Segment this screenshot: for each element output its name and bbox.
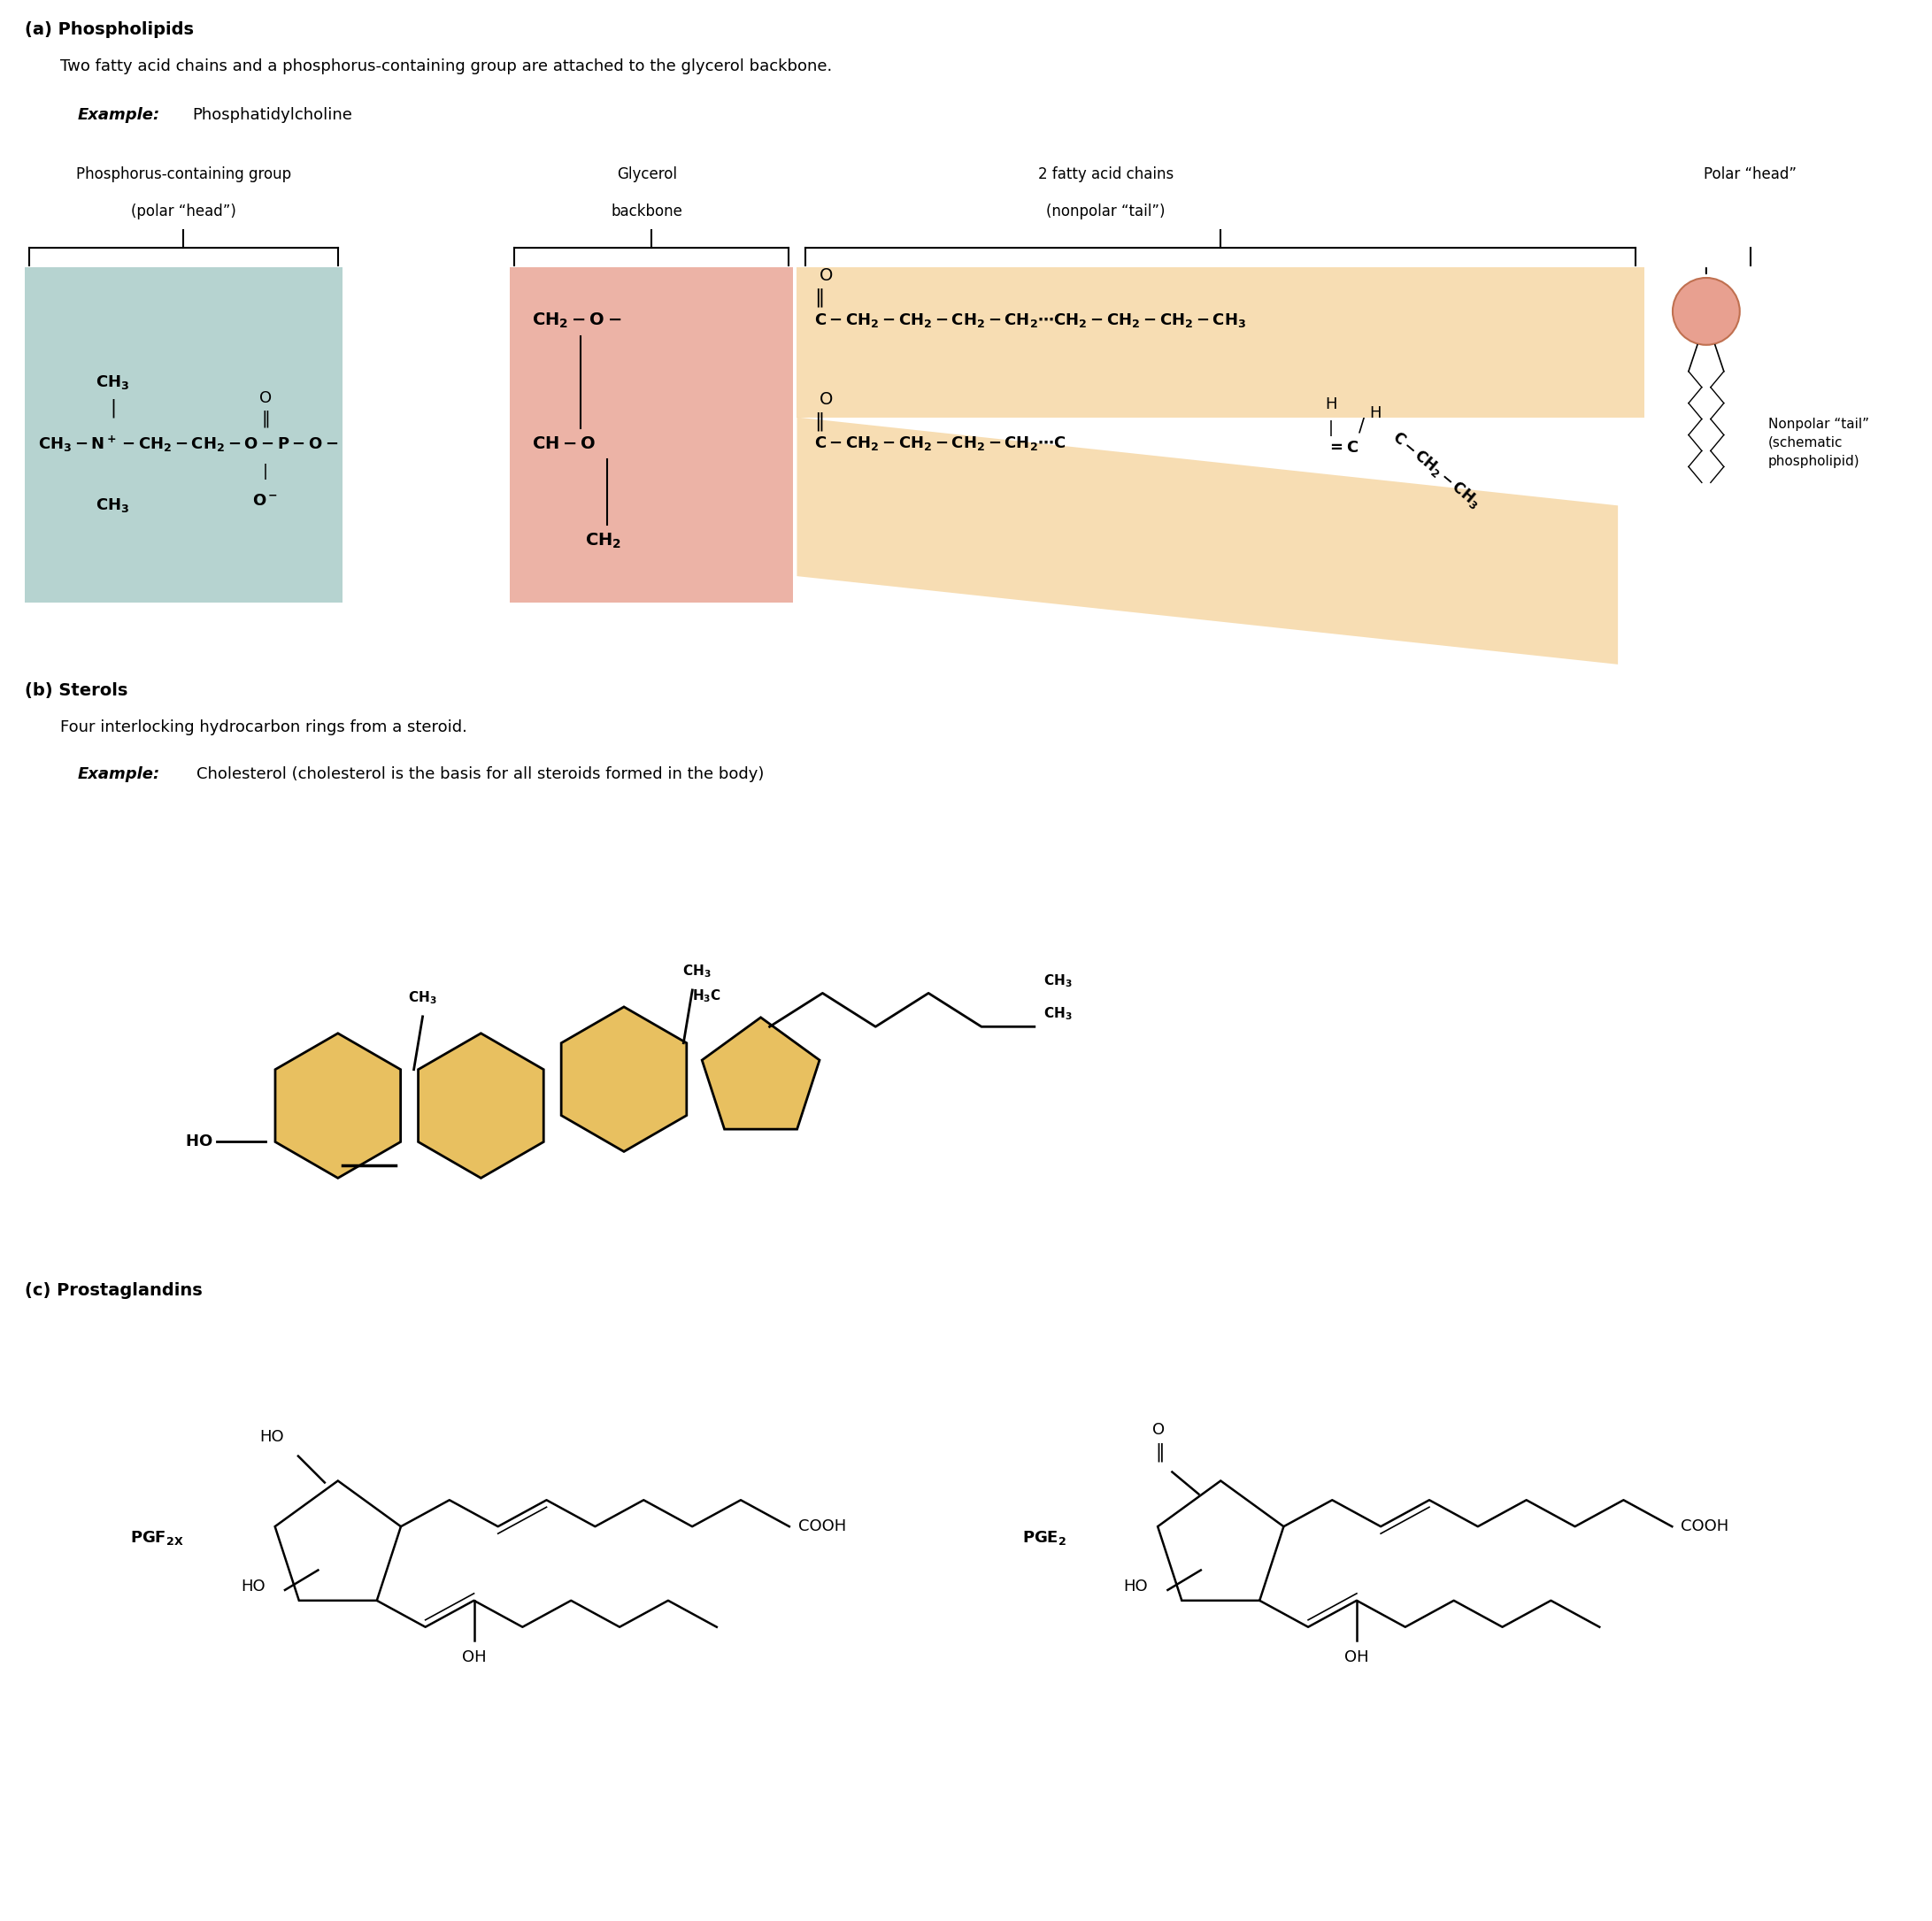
Text: $\mathbf{CH_3}$: $\mathbf{CH_3}$ — [1043, 974, 1072, 989]
Text: $\mathbf{CH_3-N^+-CH_2-CH_2-O-P-O-}$: $\mathbf{CH_3-N^+-CH_2-CH_2-O-P-O-}$ — [39, 434, 338, 453]
Text: O: O — [819, 267, 833, 284]
Text: |: | — [1329, 421, 1333, 436]
Text: $\mathbf{CH_3}$: $\mathbf{CH_3}$ — [408, 989, 437, 1007]
Polygon shape — [701, 1018, 819, 1130]
Text: (b) Sterols: (b) Sterols — [25, 682, 128, 699]
Bar — [796, 267, 1644, 417]
Text: Example:: Example: — [77, 108, 160, 123]
Text: $\|$: $\|$ — [1155, 1441, 1163, 1464]
Polygon shape — [417, 1033, 543, 1178]
Text: $\mathbf{PGE_2}$: $\mathbf{PGE_2}$ — [1022, 1529, 1066, 1546]
Text: Phosphorus-containing group: Phosphorus-containing group — [75, 167, 292, 182]
Text: /: / — [1358, 417, 1366, 434]
Text: $\mathbf{C-CH_2-CH_3}$: $\mathbf{C-CH_2-CH_3}$ — [1389, 428, 1484, 513]
Circle shape — [1673, 279, 1739, 346]
Bar — [510, 267, 792, 603]
Text: $\mathbf{PGF_{2X}}$: $\mathbf{PGF_{2X}}$ — [129, 1529, 184, 1546]
Text: $\mathbf{CH_2}$: $\mathbf{CH_2}$ — [585, 532, 622, 549]
Text: $\mathbf{C-CH_2-CH_2-CH_2-CH_2{\cdots}C}$: $\mathbf{C-CH_2-CH_2-CH_2-CH_2{\cdots}C}… — [815, 434, 1066, 453]
Polygon shape — [274, 1033, 400, 1178]
Text: Phosphatidylcholine: Phosphatidylcholine — [193, 108, 352, 123]
Text: $\|$: $\|$ — [815, 286, 823, 309]
Text: O: O — [819, 392, 833, 407]
Text: (nonpolar “tail”): (nonpolar “tail”) — [1047, 204, 1165, 219]
Text: 2 fatty acid chains: 2 fatty acid chains — [1037, 167, 1175, 182]
Text: Four interlocking hydrocarbon rings from a steroid.: Four interlocking hydrocarbon rings from… — [60, 718, 468, 736]
Text: $\mathbf{H_3C}$: $\mathbf{H_3C}$ — [692, 987, 721, 1005]
Text: $\|$: $\|$ — [261, 409, 270, 428]
Text: OH: OH — [1345, 1648, 1370, 1666]
Text: $\mathbf{CH_3}$: $\mathbf{CH_3}$ — [682, 962, 711, 980]
Text: H: H — [1370, 405, 1381, 421]
Text: $\mathbf{O^-}$: $\mathbf{O^-}$ — [253, 494, 278, 509]
Text: Nonpolar “tail”
(schematic
phospholipid): Nonpolar “tail” (schematic phospholipid) — [1768, 417, 1868, 467]
Text: (c) Prostaglandins: (c) Prostaglandins — [25, 1281, 203, 1299]
Text: O: O — [259, 390, 272, 405]
Text: O: O — [1153, 1422, 1165, 1437]
Text: HO: HO — [1122, 1579, 1148, 1594]
Text: $\mathbf{CH_2-O-}$: $\mathbf{CH_2-O-}$ — [531, 311, 622, 330]
Text: Example:: Example: — [77, 766, 160, 782]
Polygon shape — [274, 1481, 400, 1600]
Text: $\mathbf{=C}$: $\mathbf{=C}$ — [1327, 440, 1358, 455]
Text: $\mathbf{CH_3}$: $\mathbf{CH_3}$ — [97, 373, 129, 390]
Text: $\|$: $\|$ — [815, 411, 823, 432]
Text: HO: HO — [259, 1429, 284, 1445]
Text: Glycerol: Glycerol — [616, 167, 676, 182]
Text: H: H — [1325, 396, 1337, 411]
Text: COOH: COOH — [1681, 1520, 1729, 1535]
Polygon shape — [1157, 1481, 1283, 1600]
Text: |: | — [263, 465, 269, 480]
Text: Cholesterol (cholesterol is the basis for all steroids formed in the body): Cholesterol (cholesterol is the basis fo… — [197, 766, 765, 782]
Text: (polar “head”): (polar “head”) — [131, 204, 236, 219]
Text: (a) Phospholipids: (a) Phospholipids — [25, 21, 193, 38]
Text: $\mathbf{CH_3}$: $\mathbf{CH_3}$ — [97, 498, 129, 515]
Text: $\mathbf{C-CH_2-CH_2-CH_2-CH_2{\cdots}CH_2-CH_2-CH_2-CH_3}$: $\mathbf{C-CH_2-CH_2-CH_2-CH_2{\cdots}CH… — [815, 311, 1246, 328]
Text: $\mathbf{CH-O}$: $\mathbf{CH-O}$ — [531, 436, 595, 451]
Text: Polar “head”: Polar “head” — [1704, 167, 1797, 182]
Text: $\mathbf{CH_3}$: $\mathbf{CH_3}$ — [1043, 1007, 1072, 1022]
Text: COOH: COOH — [798, 1520, 846, 1535]
Text: backbone: backbone — [611, 204, 682, 219]
Text: $\mathbf{HO}$: $\mathbf{HO}$ — [185, 1133, 213, 1151]
Polygon shape — [796, 417, 1617, 665]
Text: Two fatty acid chains and a phosphorus-containing group are attached to the glyc: Two fatty acid chains and a phosphorus-c… — [60, 58, 833, 75]
Text: HO: HO — [242, 1579, 265, 1594]
Text: OH: OH — [462, 1648, 487, 1666]
Text: |: | — [110, 400, 116, 419]
Bar — [25, 267, 342, 603]
Polygon shape — [560, 1007, 686, 1151]
